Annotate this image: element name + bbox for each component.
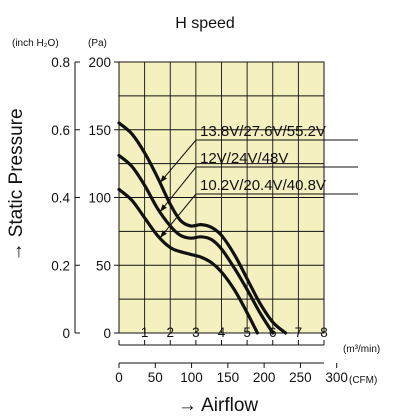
legend-arrowhead	[160, 230, 167, 238]
legend-arrowhead	[160, 204, 167, 212]
legend-leader-line	[159, 166, 197, 213]
y-axis-title: → Static Pressure	[6, 108, 27, 261]
y-tick-label-inh2o: 0.8	[51, 55, 70, 70]
x-tick-label-m3min: 4	[218, 325, 226, 340]
x-tick-label-cfm: 50	[148, 370, 163, 385]
x-tick-label-m3min: 2	[166, 325, 174, 340]
legend-arrowhead	[160, 175, 167, 183]
y-tick-label-pa: 0	[103, 326, 111, 341]
y-tick-label-inh2o: 0.2	[51, 258, 70, 273]
y-tick-label-pa: 100	[88, 191, 111, 206]
x-tick-label-m3min: 7	[295, 325, 303, 340]
y-unit-pa: (Pa)	[88, 38, 107, 49]
y-tick-label-pa: 200	[88, 55, 111, 70]
legend-leader-line	[159, 139, 197, 183]
x-tick-label-cfm: 250	[289, 370, 312, 385]
y-tick-label-pa: 150	[88, 123, 111, 138]
x-tick-label-m3min: 1	[141, 325, 149, 340]
x-tick-label-cfm: 100	[180, 370, 203, 385]
series-line	[117, 153, 275, 335]
series-line	[117, 187, 259, 335]
x-tick-label-m3min: 8	[320, 325, 328, 340]
x-axis-title: → Airflow	[178, 395, 259, 416]
x-tick-label-m3min: 3	[192, 325, 200, 340]
legend-label: 12V/24V/48V	[200, 150, 288, 167]
y-tick-label-pa: 50	[96, 258, 111, 273]
legend-leader-line	[159, 193, 197, 239]
x-tick-label-cfm: 0	[115, 370, 123, 385]
legend-label: 10.2V/20.4V/40.8V	[200, 177, 326, 194]
x-tick-label-cfm: 150	[217, 370, 240, 385]
series-line	[117, 121, 288, 335]
y-tick-label-inh2o: 0	[62, 326, 70, 341]
y-tick-label-inh2o: 0.4	[51, 191, 70, 206]
x-tick-label-m3min: 5	[243, 325, 251, 340]
x-unit-cfm: (CFM)	[349, 375, 377, 386]
legend-label: 13.8V/27.6V/55.2V	[200, 123, 326, 140]
y-tick-label-inh2o: 0.6	[51, 123, 70, 138]
chart-title: H speed	[175, 15, 235, 32]
x-tick-label-cfm: 200	[253, 370, 276, 385]
x-tick-label-cfm: 300	[325, 370, 348, 385]
x-unit-m3min: (m³/min)	[343, 344, 380, 355]
y-unit-inh2o: (inch H₂O)	[12, 38, 59, 49]
